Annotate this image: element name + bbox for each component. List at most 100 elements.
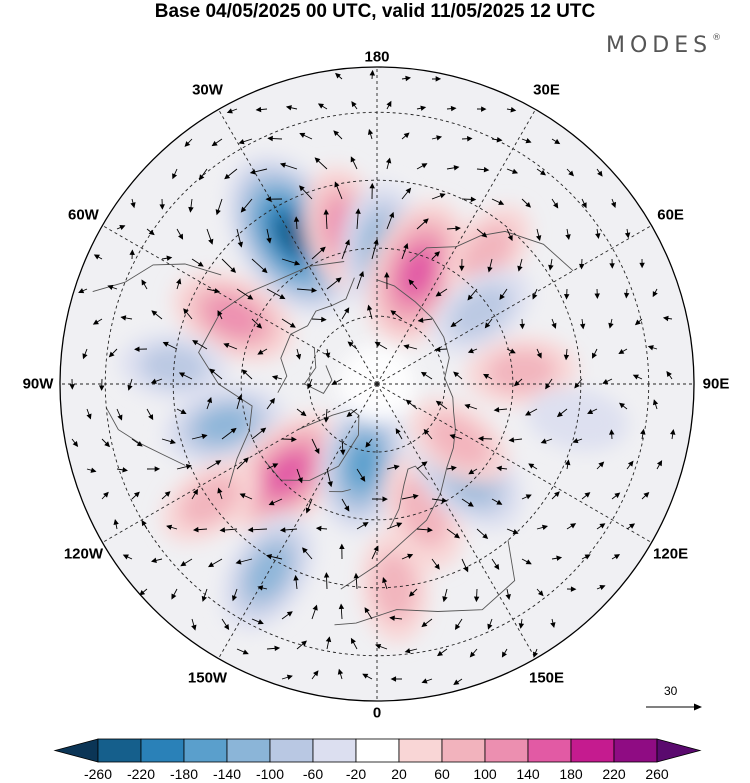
wind-arrow-head xyxy=(470,196,477,203)
wind-arrow-head xyxy=(587,409,594,414)
wind-arrow-head xyxy=(481,106,487,112)
wind-arrow-head xyxy=(481,231,488,238)
wind-arrow-head xyxy=(134,346,140,352)
wind-arrow-head xyxy=(540,438,547,444)
wind-arrow-head xyxy=(151,557,157,564)
coastline xyxy=(340,279,456,590)
wind-arrow-head xyxy=(513,380,520,387)
wind-arrow-head xyxy=(540,169,547,176)
wind-arrow-head xyxy=(305,507,311,514)
longitude-label-lon-120w: 120W xyxy=(63,545,103,562)
wind-arrow-head xyxy=(311,287,318,293)
wind-arrow-head xyxy=(299,132,306,138)
wind-arrow-head xyxy=(261,267,268,274)
wind-arrow-head xyxy=(119,225,126,231)
wind-arrow-head xyxy=(294,260,301,266)
wind-arrow-head xyxy=(584,492,591,498)
wind-arrow-head xyxy=(224,173,231,180)
wind-arrow-head xyxy=(148,229,155,236)
wind-arrow-head xyxy=(556,411,563,418)
colorbar-tick-label: 20 xyxy=(391,766,407,782)
wind-arrow-head xyxy=(449,434,456,440)
wind-arrow-head xyxy=(519,323,526,330)
meridian-line xyxy=(218,109,378,385)
wind-arrow-head xyxy=(302,547,308,554)
wind-arrow-head xyxy=(550,622,556,628)
wind-arrow-head xyxy=(293,574,299,581)
wind-arrow-head xyxy=(537,590,544,597)
wind-arrow-head xyxy=(344,505,350,512)
wind-arrow-head xyxy=(570,523,577,529)
wind-arrow-head xyxy=(333,130,340,137)
wind-arrow-head xyxy=(487,623,493,630)
wind-arrow-head xyxy=(166,524,173,530)
wind-arrow-head xyxy=(373,545,379,552)
wind-arrow-head xyxy=(319,246,326,253)
meridian-line xyxy=(376,383,536,659)
wind-arrow-head xyxy=(249,169,256,175)
wind-arrow-head xyxy=(286,611,293,617)
wind-arrow-head xyxy=(291,436,297,443)
wind-arrow-head xyxy=(652,291,658,298)
wind-arrow-head xyxy=(507,235,513,242)
wind-arrow-head xyxy=(375,643,382,650)
wind-arrow-head xyxy=(581,202,587,209)
wind-arrow-head xyxy=(171,593,177,600)
wind-arrow-head xyxy=(396,522,403,528)
wind-arrow-head xyxy=(435,400,442,407)
wind-arrow-head xyxy=(525,494,532,500)
wind-arrow-head xyxy=(206,397,213,404)
wind-arrow-head xyxy=(554,491,560,498)
wind-arrow-head xyxy=(104,441,111,448)
wind-arrow-head xyxy=(525,138,532,144)
colorbar-tick-label: 180 xyxy=(559,766,583,782)
wind-arrow-head xyxy=(297,477,303,484)
wind-arrow-head xyxy=(385,157,392,164)
colorbar-tick-label: 100 xyxy=(473,766,497,782)
latitude-circle xyxy=(240,247,514,521)
wind-arrow-head xyxy=(374,341,381,347)
wind-arrow-head xyxy=(272,463,279,469)
wind-arrow-head xyxy=(331,379,338,385)
wind-arrow-head xyxy=(265,196,271,202)
wind-arrow-head xyxy=(468,469,475,475)
wind-arrow-head xyxy=(404,648,411,654)
wind-arrow-head xyxy=(421,621,428,628)
wind-arrow-head xyxy=(92,319,99,325)
wind-arrow-head xyxy=(408,591,415,597)
wind-arrow-head xyxy=(548,264,554,271)
wind-arrow-head xyxy=(441,497,448,504)
wind-arrow-head xyxy=(358,270,365,277)
wind-arrow-head xyxy=(93,254,100,260)
wind-arrow-head xyxy=(211,140,218,147)
wind-arrow-head xyxy=(467,348,474,354)
anomaly-contour xyxy=(206,296,261,338)
wind-arrow-head xyxy=(269,397,275,404)
wind-arrow-head xyxy=(293,216,300,222)
wind-arrow-head xyxy=(578,263,585,270)
wind-arrow-head xyxy=(594,293,600,300)
wind-arrow-head xyxy=(450,321,457,328)
coastline xyxy=(409,230,574,272)
wind-arrow-head xyxy=(670,429,676,435)
wind-arrow-head xyxy=(117,414,123,421)
wind-arrow-head xyxy=(510,107,517,113)
wind-arrow-head xyxy=(662,315,669,322)
wind-arrow-head xyxy=(499,294,505,301)
wind-arrow-head xyxy=(215,460,222,466)
wind-arrow-head xyxy=(390,310,397,316)
wind-arrow-head xyxy=(608,322,614,329)
wind-arrow-head xyxy=(535,235,542,242)
wind-arrow-head xyxy=(484,322,491,329)
wind-arrow-head xyxy=(166,255,173,261)
wind-arrow-head xyxy=(403,132,410,139)
wind-arrow-head xyxy=(223,342,230,349)
wind-arrow-head xyxy=(652,399,659,406)
meridian-line xyxy=(102,383,378,543)
wind-arrow-head xyxy=(483,166,490,173)
wind-arrow-head xyxy=(420,105,427,111)
wind-arrow-head xyxy=(240,206,247,213)
wind-arrow-head xyxy=(403,243,409,250)
wind-arrow-head xyxy=(579,323,586,330)
meridian-line xyxy=(376,225,652,385)
